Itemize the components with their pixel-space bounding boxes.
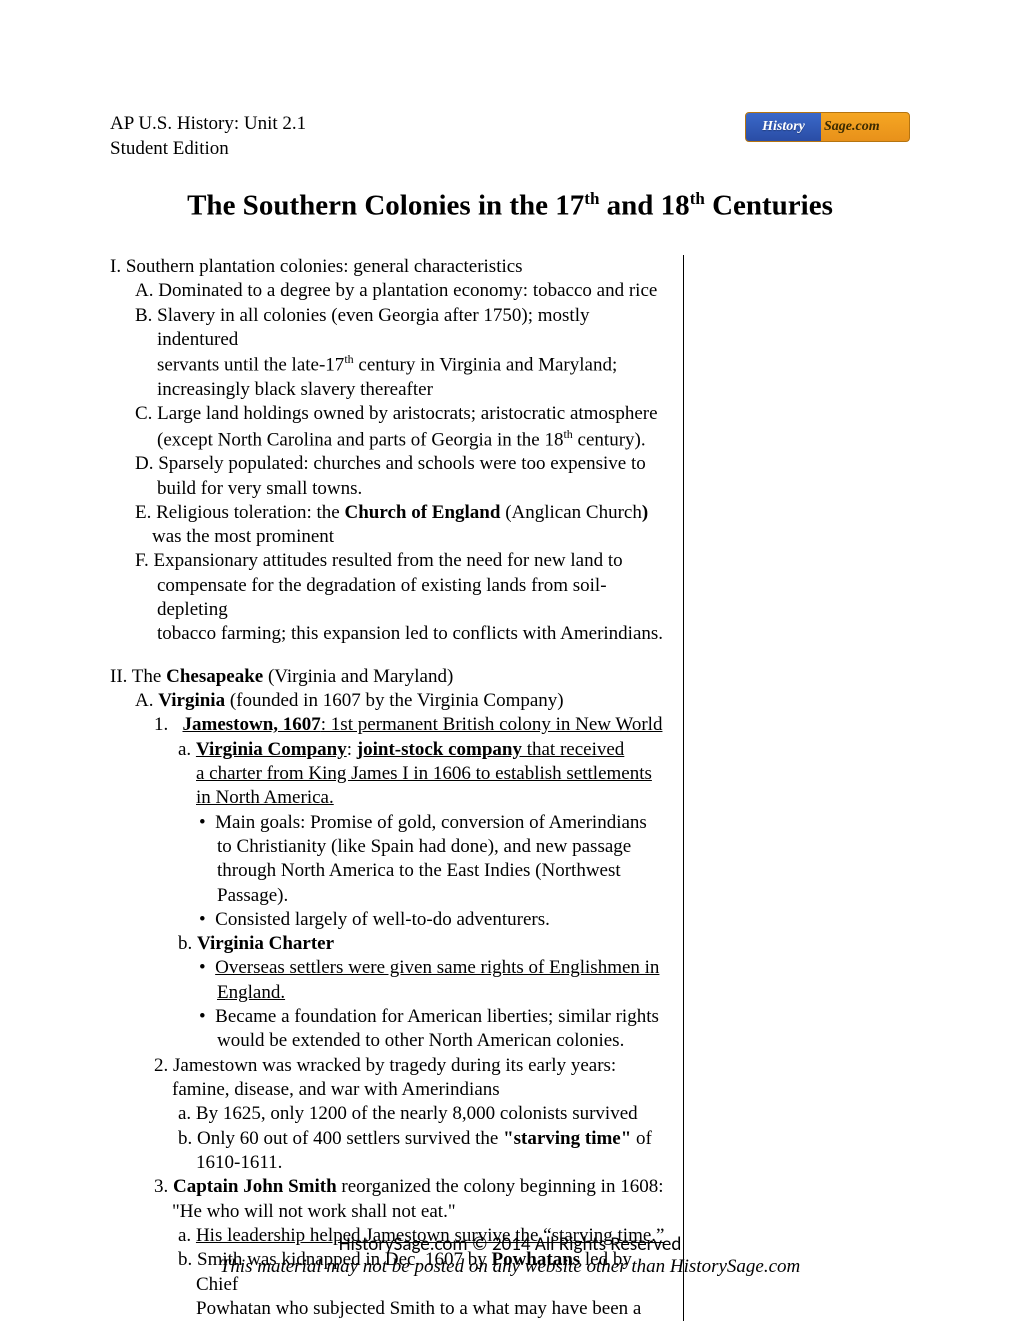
s2-1b-bul1-u: Overseas settlers were given same rights…	[215, 957, 659, 978]
header: AP U.S. History: Unit 2.1 Student Editio…	[110, 112, 910, 161]
s2-1a: a. Virginia Company: joint-stock company…	[178, 738, 665, 762]
s2-head: II. The Chesapeake (Virginia and Marylan…	[110, 665, 665, 689]
s1-head: I. Southern plantation colonies: general…	[110, 255, 665, 279]
footer: HistorySage.com © 2014 All Rights Reserv…	[0, 1233, 1020, 1278]
s2-2b-b: "starving time"	[503, 1128, 631, 1149]
s2-1: 1. Jamestown, 1607: 1st permanent Britis…	[154, 713, 665, 737]
s2-1b-bul1-2: England.	[217, 981, 665, 1005]
s2-1-b: Jamestown, 1607	[183, 714, 321, 735]
s2-3-a: 3.	[154, 1176, 173, 1197]
header-line1: AP U.S. History: Unit 2.1	[110, 112, 306, 137]
s2-1a-2: a charter from King James I in 1606 to e…	[196, 762, 665, 786]
s1-B2: servants until the late-17th century in …	[157, 352, 665, 378]
s1-B2b: century in Virginia and Maryland;	[354, 355, 618, 376]
page-title: The Southern Colonies in the 17th and 18…	[110, 189, 910, 223]
s1-E1b: Church of England	[345, 502, 501, 523]
s2-head-a: II. The	[110, 666, 166, 687]
s2-3-2: "He who will not work shall not eat."	[172, 1200, 665, 1224]
title-sup1: th	[584, 189, 599, 208]
s1-C2a: (except North Carolina and parts of Geor…	[157, 429, 563, 450]
s1-A: A. Dominated to a degree by a plantation…	[135, 279, 665, 303]
s2-1a-c: :	[347, 739, 357, 760]
footer-line2: This material may not be posted on any w…	[0, 1256, 1020, 1278]
s1-F1: F. Expansionary attitudes resulted from …	[135, 549, 665, 573]
s1-E1: E. Religious toleration: the Church of E…	[135, 501, 665, 525]
header-left: AP U.S. History: Unit 2.1 Student Editio…	[110, 112, 306, 161]
s2-2-1: 2. Jamestown was wracked by tragedy duri…	[154, 1054, 665, 1078]
s2-3: 3. Captain John Smith reorganized the co…	[154, 1175, 665, 1199]
s2-1-a: 1.	[154, 714, 183, 735]
logo-sage-text: Sage.com	[824, 119, 880, 135]
title-mid: and 18	[599, 190, 689, 222]
s1-E1c: (Anglican Church	[500, 502, 641, 523]
s1-C2b: century).	[573, 429, 646, 450]
s2-1b-a: b.	[178, 933, 197, 954]
s2-1b-b: Virginia Charter	[197, 933, 334, 954]
content: I. Southern plantation colonies: general…	[110, 255, 910, 1321]
s1-C2: (except North Carolina and parts of Geor…	[157, 427, 665, 453]
s1-B2a: servants until the late-17	[157, 355, 344, 376]
title-post: Centuries	[705, 190, 833, 222]
s2-2b-a: b. Only 60 out of 400 settlers survived …	[178, 1128, 503, 1149]
s2-3-b: Captain John Smith	[173, 1176, 337, 1197]
s2-1b-bul1: • Overseas settlers were given same righ…	[199, 956, 665, 980]
s2-2a: a. By 1625, only 1200 of the nearly 8,00…	[178, 1102, 665, 1126]
s2-head-b: Chesapeake	[166, 666, 263, 687]
s2-1b: b. Virginia Charter	[178, 932, 665, 956]
s2-A-b: Virginia	[158, 690, 225, 711]
s1-E2: was the most prominent	[152, 525, 665, 549]
s2-1a-b: Virginia Company	[196, 739, 347, 760]
logo-history-text: History	[762, 119, 805, 135]
s2-1b-bul1-pre: •	[199, 957, 215, 978]
title-sup2: th	[690, 189, 705, 208]
s2-1b-bul2-2: would be extended to other North America…	[217, 1029, 665, 1053]
title-pre: The Southern Colonies in the 17	[187, 190, 584, 222]
s2-1a-a: a.	[178, 739, 196, 760]
s2-2-2: famine, disease, and war with Amerindian…	[172, 1078, 665, 1102]
s2-head-c: (Virginia and Maryland)	[263, 666, 453, 687]
s2-2b-c: of	[631, 1128, 652, 1149]
s2-1a-3: in North America.	[196, 786, 665, 810]
s2-1b-bul2-1: • Became a foundation for American liber…	[199, 1005, 665, 1029]
s1-D2: build for very small towns.	[157, 477, 665, 501]
s1-D1: D. Sparsely populated: churches and scho…	[135, 452, 665, 476]
content-main: I. Southern plantation colonies: general…	[110, 255, 665, 1321]
s2-3-c: reorganized the colony beginning in 1608…	[337, 1176, 664, 1197]
s2-A-c: (founded in 1607 by the Virginia Company…	[225, 690, 564, 711]
s2-2b: b. Only 60 out of 400 settlers survived …	[178, 1127, 665, 1151]
footer-line1: HistorySage.com © 2014 All Rights Reserv…	[0, 1233, 1020, 1256]
s1-E1d: )	[642, 502, 648, 523]
s2-1a-d: joint-stock company	[357, 739, 522, 760]
s2-A: A. Virginia (founded in 1607 by the Virg…	[135, 689, 665, 713]
s2-1a-bul1-1: • Main goals: Promise of gold, conversio…	[199, 811, 665, 835]
s1-B3: increasingly black slavery thereafter	[157, 378, 665, 402]
s2-1-c: : 1st permanent British colony in New Wo…	[321, 714, 663, 735]
vertical-separator	[683, 255, 684, 1321]
s1-E1a: E. Religious toleration: the	[135, 502, 345, 523]
s1-C2-sup: th	[563, 427, 572, 441]
s2-2b-2: 1610-1611.	[196, 1151, 665, 1175]
s1-F3: tobacco farming; this expansion led to c…	[157, 622, 665, 646]
s2-3b-2: Powhatan who subjected Smith to a what m…	[196, 1297, 665, 1321]
s2-1a-bul2: • Consisted largely of well-to-do advent…	[199, 908, 665, 932]
s2-1a-bul1-2: to Christianity (like Spain had done), a…	[217, 835, 665, 859]
s1-B2-sup: th	[344, 352, 353, 366]
logo: History Sage.com	[745, 112, 910, 142]
s1-F2: compensate for the degradation of existi…	[157, 574, 665, 623]
logo-blue: History	[746, 113, 821, 141]
s2-1a-e: that received	[522, 739, 624, 760]
header-line2: Student Edition	[110, 137, 306, 162]
s2-A-a: A.	[135, 690, 158, 711]
s1-B1: B. Slavery in all colonies (even Georgia…	[135, 304, 665, 353]
s1-C1: C. Large land holdings owned by aristocr…	[135, 402, 665, 426]
s2-1a-bul1-3: through North America to the East Indies…	[217, 859, 665, 883]
s2-1a-bul1-4: Passage).	[217, 884, 665, 908]
